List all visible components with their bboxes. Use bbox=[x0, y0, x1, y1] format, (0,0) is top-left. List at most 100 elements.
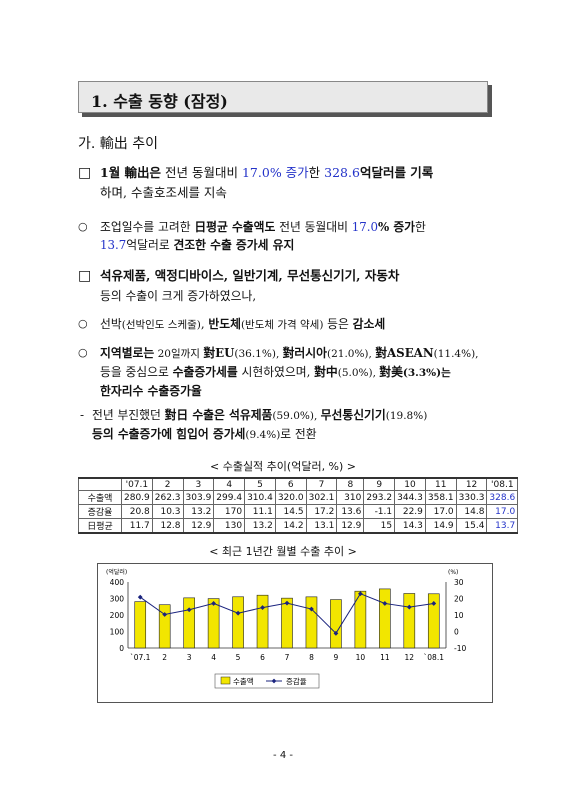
b4-part: 반도체 bbox=[208, 317, 241, 331]
table-caption: < 수출실적 추이(억달러, %) > bbox=[209, 460, 357, 473]
bar bbox=[207, 598, 220, 649]
table-cell: -1.1 bbox=[363, 504, 396, 519]
legend-line-marker bbox=[271, 678, 277, 684]
table-header-cell: 3 bbox=[182, 477, 215, 491]
b4-part: 감소세 bbox=[352, 317, 386, 331]
b2-part: 한 bbox=[415, 220, 426, 234]
b1-line2: 하며, 수출호조세를 지속 bbox=[100, 185, 227, 200]
table-header-cell: 5 bbox=[244, 477, 276, 491]
b6-part: (19.8%) bbox=[385, 410, 428, 422]
x-tick-label: `07.1 bbox=[130, 653, 151, 662]
table-cell: 13.7 bbox=[486, 518, 519, 534]
b2-part: 억달러로 bbox=[126, 238, 174, 252]
b5-part: 對中 bbox=[314, 365, 338, 379]
page-title: 1. 수출 동향 (잠정) bbox=[91, 92, 228, 111]
b3-line2: 등의 수출이 크게 증가하였으나, bbox=[100, 289, 257, 303]
dash-bullet-icon: - bbox=[80, 408, 85, 422]
line-point bbox=[137, 594, 143, 600]
b2-growth: 17.0 bbox=[351, 220, 379, 234]
line-point bbox=[406, 604, 412, 610]
table-row-label: 증감율 bbox=[78, 504, 122, 519]
b4-part: (선박인도 스케줄) bbox=[121, 319, 201, 331]
b1-part: 한 bbox=[308, 165, 325, 180]
b6-part: 對日 수출은 석유제품 bbox=[164, 408, 273, 422]
table-header-row: '07.1 2 3 4 5 6 7 8 9 10 11 12 '08.1 bbox=[78, 477, 519, 491]
line-point bbox=[260, 605, 265, 610]
bullet-decline-items: ○ 선박(선박인도 스케줄), 반도체(반도체 가격 약세) 등은 감소세 bbox=[78, 315, 498, 334]
b1-part: 억달러를 기록 bbox=[359, 165, 434, 180]
x-tick-label: 11 bbox=[380, 653, 390, 662]
b5-part: (21.0%), bbox=[326, 348, 376, 360]
table-cell: 15.4 bbox=[455, 518, 488, 534]
table-cell: 262.3 bbox=[151, 490, 184, 505]
table-cell: 17.2 bbox=[305, 504, 338, 519]
bullet-major-items: □ 석유제품, 액정디바이스, 일반기계, 무선통신기기, 자동차 등의 수출이… bbox=[78, 266, 498, 306]
b2-part: 견조한 수출 증가세 유지 bbox=[173, 238, 295, 252]
b5-part: (5.0%), bbox=[337, 367, 380, 379]
left-tick-label: 300 bbox=[110, 595, 125, 604]
bullet-export-summary: □ 1월 輸出은 전년 동월대비 17.0% 증가한 328.6억달러를 기록 … bbox=[78, 163, 498, 203]
right-tick-label: 20 bbox=[454, 595, 464, 604]
section-title-box: 1. 수출 동향 (잠정) bbox=[78, 81, 488, 113]
line-point bbox=[235, 610, 241, 616]
b2-part: 조업일수를 고려한 bbox=[100, 220, 195, 234]
table-header-cell: 6 bbox=[274, 477, 307, 491]
table-cell: 293.2 bbox=[363, 490, 396, 505]
table-cell: 17.0 bbox=[486, 504, 519, 519]
right-tick-label: -10 bbox=[454, 644, 466, 653]
b5-part: 對ASEAN bbox=[375, 346, 434, 360]
left-tick-label: 0 bbox=[119, 644, 124, 653]
table-header-cell: 2 bbox=[151, 477, 184, 491]
b4-part: (반도체 가격 약세) bbox=[240, 319, 324, 331]
table-header-cell: 4 bbox=[213, 477, 246, 491]
table-cell: 358.1 bbox=[424, 490, 457, 505]
right-tick-label: 0 bbox=[454, 628, 459, 637]
b1-part: 전년 동월대비 bbox=[161, 165, 242, 180]
x-tick-label: 8 bbox=[309, 653, 314, 662]
b5-part: 對러시아 bbox=[282, 346, 327, 360]
table-cell: 11.1 bbox=[244, 504, 276, 519]
square-bullet-icon: □ bbox=[78, 268, 92, 284]
table-header-cell: 10 bbox=[394, 477, 426, 491]
x-tick-label: 5 bbox=[236, 653, 241, 662]
x-tick-label: 6 bbox=[260, 653, 265, 662]
left-tick-label: 400 bbox=[110, 578, 125, 587]
b5-part: 對EU bbox=[203, 346, 235, 360]
b5-part: 등을 중심으로 bbox=[100, 365, 173, 379]
b4-part: 등은 bbox=[323, 317, 353, 331]
b5-part: 한자리수 수출증가율 bbox=[100, 384, 202, 398]
b5-part: (11.4%), bbox=[433, 348, 479, 360]
right-tick-label: 10 bbox=[454, 611, 464, 620]
bullet-daily-average: ○ 조업일수를 고려한 日평균 수출액도 전년 동월대비 17.0% 증가한 1… bbox=[78, 218, 498, 254]
table-row: 증감율 20.8 10.3 13.2 170 11.1 14.5 17.2 13… bbox=[78, 504, 519, 519]
bar bbox=[281, 597, 293, 649]
table-cell: 14.9 bbox=[424, 518, 457, 534]
b4-part: 선박 bbox=[100, 317, 122, 331]
bar bbox=[403, 593, 416, 649]
table-cell: 11.7 bbox=[121, 518, 153, 534]
table-cell: 13.6 bbox=[336, 504, 365, 519]
table-cell: 303.9 bbox=[182, 490, 215, 505]
b4-part: , bbox=[200, 317, 209, 331]
b6-part: 로 전환 bbox=[280, 427, 317, 441]
b5-part: 20일까지 bbox=[154, 348, 204, 360]
b5-part: 對美 bbox=[379, 365, 403, 379]
b6-part: (59.0%), bbox=[272, 410, 321, 422]
table-cell: 17.0 bbox=[424, 504, 457, 519]
b1-amount: 328.6 bbox=[324, 165, 360, 180]
line-point bbox=[284, 600, 290, 606]
table-cell: 22.9 bbox=[394, 504, 426, 519]
line-point bbox=[211, 601, 217, 606]
b3-line1: 석유제품, 액정디바이스, 일반기계, 무선통신기기, 자동차 bbox=[100, 268, 400, 283]
table-cell: 330.3 bbox=[455, 490, 488, 505]
bar bbox=[134, 601, 147, 649]
b5-part: (3.3%)는 bbox=[402, 367, 451, 379]
table-header-cell: '08.1 bbox=[486, 477, 519, 491]
line-point bbox=[162, 612, 168, 617]
legend-bar-swatch bbox=[220, 676, 231, 685]
b1-part: 1월 輸出은 bbox=[100, 165, 162, 180]
bar bbox=[305, 596, 318, 649]
bullet-regional: ○ 지역별로는 20일까지 對EU(36.1%), 對러시아(21.0%), 對… bbox=[78, 344, 498, 400]
b6-part: 무선통신기기 bbox=[320, 408, 386, 422]
line-point bbox=[186, 607, 192, 613]
